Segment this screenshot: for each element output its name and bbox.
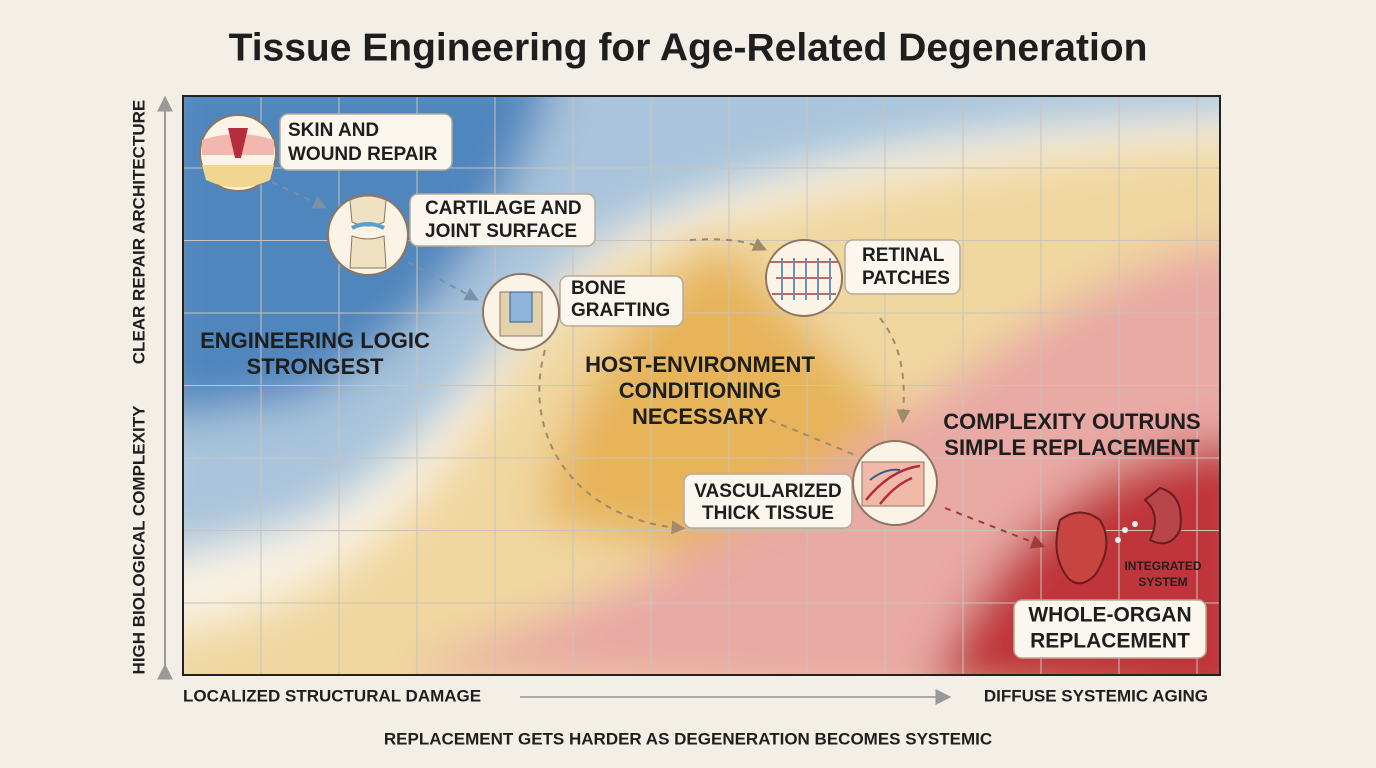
node-label: THICK TISSUE — [702, 503, 834, 524]
vascular-icon — [852, 440, 938, 526]
zone-label: SIMPLE REPLACEMENT — [944, 435, 1200, 460]
node-box — [1013, 599, 1207, 659]
icon-label: INTEGRATED — [1124, 559, 1201, 573]
zone-label: HOST-ENVIRONMENT — [585, 352, 815, 377]
zone-label: ENGINEERING LOGIC — [200, 328, 430, 353]
zone-label: CONDITIONING — [619, 378, 782, 403]
node-label: GRAFTING — [571, 300, 670, 321]
arrows — [271, 181, 1046, 549]
node-label: SKIN AND — [288, 120, 379, 141]
cartilage-icon — [327, 194, 409, 276]
node-box — [844, 239, 961, 295]
node-box — [409, 193, 596, 247]
zone-label: COMPLEXITY OUTRUNS — [943, 409, 1201, 434]
x-axis-left-label: LOCALIZED STRUCTURAL DAMAGE — [183, 686, 481, 705]
skin-icon — [199, 114, 277, 192]
retina-icon — [765, 239, 843, 317]
plot-frame — [182, 95, 1221, 676]
node-label: JOINT SURFACE — [425, 221, 577, 242]
x-axis-right-label: DIFFUSE SYSTEMIC AGING — [984, 686, 1208, 705]
node-box — [683, 473, 853, 529]
node-label: BONE — [571, 278, 626, 299]
node-label: RETINAL — [862, 245, 945, 266]
caption: REPLACEMENT GETS HARDER AS DEGENERATION … — [384, 729, 992, 748]
node-box — [559, 275, 684, 327]
y-axis-top-label: CLEAR REPAIR ARCHITECTURE — [129, 100, 148, 364]
y-axis-bottom-label: HIGH BIOLOGICAL COMPLEXITY — [129, 405, 148, 675]
organ-icon — [1055, 486, 1182, 585]
node-label: VASCULARIZED — [694, 481, 841, 502]
node-label: PATCHES — [862, 268, 950, 289]
node-label: WOUND REPAIR — [288, 144, 438, 165]
zone-label: NECESSARY — [632, 404, 768, 429]
node-label: WHOLE-ORGAN — [1028, 604, 1191, 627]
zone-label: STRONGEST — [247, 354, 384, 379]
node-box — [279, 113, 453, 171]
icon-label: SYSTEM — [1138, 575, 1187, 589]
title: Tissue Engineering for Age-Related Degen… — [229, 26, 1148, 69]
node-label: REPLACEMENT — [1030, 630, 1190, 653]
node-label: CARTILAGE AND — [425, 198, 582, 219]
bone-icon — [482, 273, 560, 351]
